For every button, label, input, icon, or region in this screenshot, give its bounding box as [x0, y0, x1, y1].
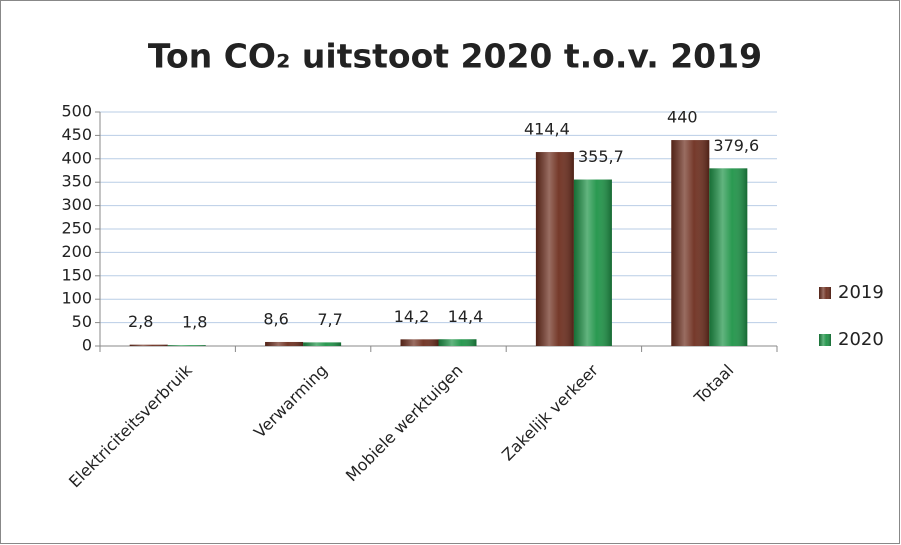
y-tick-label: 450	[61, 125, 92, 144]
data-label: 14,4	[448, 307, 484, 326]
data-label: 414,4	[524, 120, 570, 139]
y-tick-label: 200	[61, 242, 92, 261]
y-tick-label: 150	[61, 265, 92, 284]
bar-shine	[573, 179, 612, 346]
data-label: 355,7	[578, 147, 624, 166]
bar-shine	[671, 140, 710, 346]
bar-shine	[129, 344, 168, 346]
legend-swatch-shine	[819, 287, 831, 299]
y-tick-label: 100	[61, 289, 92, 308]
bar-shine	[167, 345, 206, 346]
chart-title: Ton CO₂ uitstoot 2020 t.o.v. 2019	[148, 37, 762, 76]
bar-shine	[535, 152, 574, 346]
y-tick-label: 250	[61, 219, 92, 238]
y-tick-label: 300	[61, 195, 92, 214]
y-tick-label: 0	[82, 336, 92, 355]
bar-shine	[709, 168, 748, 346]
data-label: 379,6	[713, 136, 759, 155]
legend-swatch-shine	[819, 334, 831, 346]
data-label: 1,8	[182, 313, 207, 332]
data-label: 8,6	[263, 309, 288, 328]
y-tick-label: 400	[61, 148, 92, 167]
data-label: 14,2	[394, 307, 430, 326]
data-label: 440	[667, 108, 698, 127]
bar-shine	[400, 339, 439, 346]
bar-shine	[303, 342, 342, 346]
data-label: 2,8	[128, 312, 153, 331]
data-label: 7,7	[317, 310, 342, 329]
bar-shine	[438, 339, 477, 346]
y-tick-label: 50	[72, 312, 92, 331]
y-tick-label: 500	[61, 102, 92, 121]
y-tick-label: 350	[61, 172, 92, 191]
legend-label: 2020	[838, 329, 884, 350]
legend-label: 2019	[838, 282, 884, 303]
bar-shine	[265, 341, 304, 346]
